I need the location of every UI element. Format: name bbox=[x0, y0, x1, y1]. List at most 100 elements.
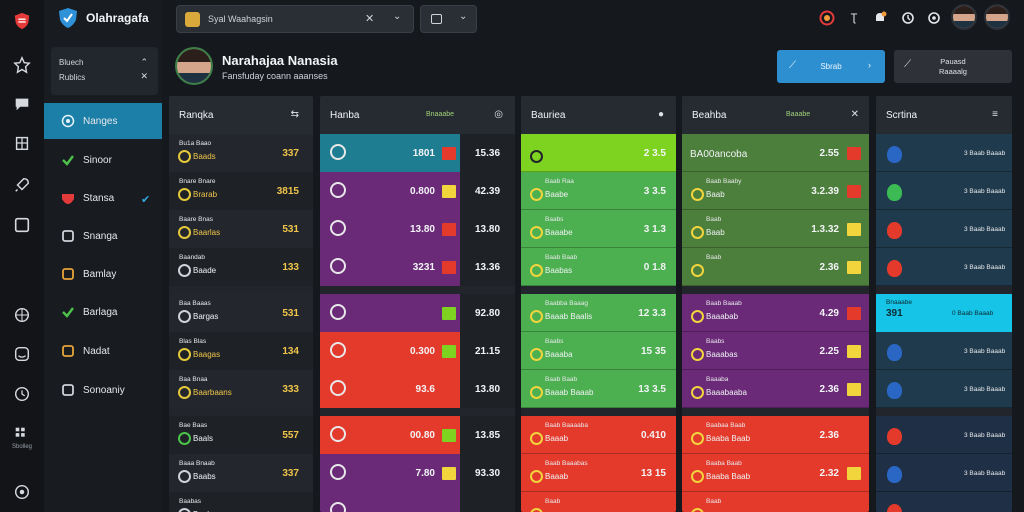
list-item[interactable]: Baaba Baab Baaba Baab 2.32 bbox=[682, 454, 869, 492]
list-item[interactable]: 3 Baab Baaab bbox=[876, 134, 1012, 172]
sidebar-item-2[interactable]: Sinoor bbox=[44, 142, 162, 178]
record-icon[interactable] bbox=[818, 9, 836, 27]
gear-icon[interactable] bbox=[925, 9, 943, 27]
list-item[interactable]: Baaaba Baaabaaba 2.36 bbox=[682, 370, 869, 408]
chevron-down-icon[interactable]: ⌄ bbox=[393, 11, 402, 22]
list-item[interactable]: 3 Baab Baaab bbox=[876, 248, 1012, 286]
clear-search-icon[interactable]: ✕ bbox=[365, 13, 375, 25]
list-item[interactable]: 3 Baab Baaab bbox=[876, 332, 1012, 370]
close-icon[interactable]: ✕ bbox=[850, 109, 859, 120]
list-item[interactable]: 3 Baab Baaab bbox=[876, 172, 1012, 210]
chevron-down-icon[interactable]: ⌄ bbox=[459, 11, 468, 22]
list-item[interactable]: Baab 2.36 bbox=[682, 248, 869, 286]
list-item[interactable] bbox=[320, 492, 515, 512]
list-item[interactable]: BA00ancoba 2.55 bbox=[682, 134, 869, 172]
grid-apps-icon[interactable] bbox=[11, 423, 33, 445]
highlight-detail: 0 Baab Baaab bbox=[952, 310, 994, 317]
sidebar-item-3[interactable]: Stansa bbox=[44, 180, 162, 216]
toggle-icon[interactable]: ◎ bbox=[494, 109, 503, 120]
list-item[interactable]: Baab Baab Baaab Baaab 13 3.5 bbox=[521, 370, 676, 408]
list-item[interactable] bbox=[876, 492, 1012, 512]
list-item[interactable]: Bu1a Baao Baads 337 bbox=[169, 134, 313, 172]
refresh-icon[interactable] bbox=[899, 9, 917, 27]
list-item[interactable]: Baandab Baade 133 bbox=[169, 248, 313, 286]
list-item[interactable]: Baaa Bnaab Baabs 337 bbox=[169, 454, 313, 492]
list-item[interactable]: Baabas Baaba bbox=[169, 492, 313, 512]
bell-icon[interactable] bbox=[871, 9, 889, 27]
sidebar-item-1[interactable]: Nanges bbox=[44, 103, 162, 139]
list-item[interactable]: Baab Baab Baabas 0 1.8 bbox=[521, 248, 676, 286]
list-item[interactable]: 00.80 13.85 bbox=[320, 416, 515, 454]
list-item[interactable]: Baab Baaab Baaabab 4.29 bbox=[682, 294, 869, 332]
inbox-icon[interactable] bbox=[11, 343, 33, 365]
secondary-action-button[interactable]: ⟋ Pauasd Raaaalg bbox=[894, 50, 1012, 83]
list-item[interactable]: 1801 15.36 bbox=[320, 134, 515, 172]
list-item[interactable]: 13.80 13.80 bbox=[320, 210, 515, 248]
settings-icon[interactable] bbox=[11, 481, 33, 503]
list-item[interactable]: 3231 13.36 bbox=[320, 248, 515, 286]
row-caption: 3 Baab Baaab bbox=[964, 226, 1006, 233]
building-icon[interactable] bbox=[11, 132, 33, 154]
cell-right bbox=[460, 332, 515, 370]
list-item[interactable]: Baab Baaby Baab 3.2.39 bbox=[682, 172, 869, 210]
chevron-up-icon[interactable]: ⌃ bbox=[140, 57, 148, 67]
avatar[interactable] bbox=[984, 4, 1010, 30]
compass-icon[interactable] bbox=[11, 304, 33, 326]
list-item[interactable]: 93.6 13.80 bbox=[320, 370, 515, 408]
target-icon bbox=[61, 114, 75, 128]
profile-avatar[interactable] bbox=[175, 47, 213, 85]
list-item[interactable]: Baab Baaabas Baaab 13 15 bbox=[521, 454, 676, 492]
list-item[interactable]: Baa Bnaa Baarbaans 333 bbox=[169, 370, 313, 408]
avatar[interactable] bbox=[951, 4, 977, 30]
row-value-secondary: 92.80 bbox=[475, 308, 501, 319]
list-item[interactable]: 3 Baab Baaab bbox=[876, 416, 1012, 454]
odds-chip bbox=[442, 307, 456, 320]
row-label: Baaaba bbox=[545, 350, 573, 359]
list-item[interactable]: Baab bbox=[521, 492, 676, 512]
search-input[interactable]: Syal Waahagsin ✕ ⌄ bbox=[176, 5, 414, 33]
list-item[interactable]: 7.80 93.30 bbox=[320, 454, 515, 492]
list-item[interactable]: 2 3.5 bbox=[521, 134, 676, 172]
close-icon[interactable]: ✕ bbox=[140, 71, 148, 81]
account-card[interactable]: Bluech Rublics ⌃ ✕ bbox=[51, 47, 158, 95]
list-item[interactable]: Baabs Baaabas 2.25 bbox=[682, 332, 869, 370]
list-item[interactable]: Bnaaabe 391 0 Baab Baaab bbox=[876, 294, 1012, 332]
list-item[interactable]: Baab Baaaaba Baaab 0.410 bbox=[521, 416, 676, 454]
list-item[interactable]: Blas Blas Baagas 134 bbox=[169, 332, 313, 370]
star-outline-icon[interactable] bbox=[11, 54, 33, 76]
list-item[interactable]: 3 Baab Baaab bbox=[876, 210, 1012, 248]
list-item[interactable]: Baabba Baaag Baaab Baalis 12 3.3 bbox=[521, 294, 676, 332]
rocket-icon[interactable] bbox=[11, 174, 33, 196]
list-item[interactable]: Baare Bnas Baarlas 531 bbox=[169, 210, 313, 248]
shield-logo-icon[interactable] bbox=[11, 10, 33, 32]
list-item[interactable]: Baabs Baaabe 3 1.3 bbox=[521, 210, 676, 248]
list-item[interactable]: Baabaa Baab Baaba Baab 2.36 bbox=[682, 416, 869, 454]
list-item[interactable]: Bnare Bnare Brarab 3815 bbox=[169, 172, 313, 210]
sort-icon[interactable]: ⇆ bbox=[290, 109, 299, 120]
clock-icon[interactable] bbox=[11, 383, 33, 405]
text-tool-icon[interactable]: Ʈ bbox=[850, 12, 858, 24]
sidebar-item-5[interactable]: Bamlay bbox=[44, 256, 162, 292]
view-selector[interactable]: ⌄ bbox=[420, 5, 477, 33]
chat-icon[interactable] bbox=[11, 93, 33, 115]
list-item[interactable]: 92.80 bbox=[320, 294, 515, 332]
list-item[interactable]: Bae Baas Baals 557 bbox=[169, 416, 313, 454]
list-item[interactable]: Baa Baaas Bargas 531 bbox=[169, 294, 313, 332]
list-item[interactable]: Baab bbox=[682, 492, 869, 512]
sidebar-item-4[interactable]: Snanga bbox=[44, 218, 162, 254]
list-item[interactable]: 0.800 42.39 bbox=[320, 172, 515, 210]
menu-icon[interactable]: ≡ bbox=[992, 109, 998, 120]
primary-action-button[interactable]: ⟋ Sbrab › bbox=[777, 50, 885, 83]
list-item[interactable]: 0.300 21.15 bbox=[320, 332, 515, 370]
sidebar-item-8[interactable]: Sonoaniy bbox=[44, 372, 162, 408]
list-item[interactable]: Baabs Baaaba 15 35 bbox=[521, 332, 676, 370]
list-item[interactable]: 3 Baab Baaab bbox=[876, 454, 1012, 492]
list-item[interactable]: 3 Baab Baaab bbox=[876, 370, 1012, 408]
sidebar-item-6[interactable]: Barlaga bbox=[44, 294, 162, 330]
list-item[interactable]: Baab Baab 1.3.32 bbox=[682, 210, 869, 248]
row-value: 2.25 bbox=[819, 346, 839, 357]
square-icon[interactable] bbox=[11, 214, 33, 236]
sidebar-item-7[interactable]: Nadat bbox=[44, 333, 162, 369]
status-dot-icon[interactable]: ● bbox=[657, 109, 664, 120]
list-item[interactable]: Baab Raa Baabe 3 3.5 bbox=[521, 172, 676, 210]
